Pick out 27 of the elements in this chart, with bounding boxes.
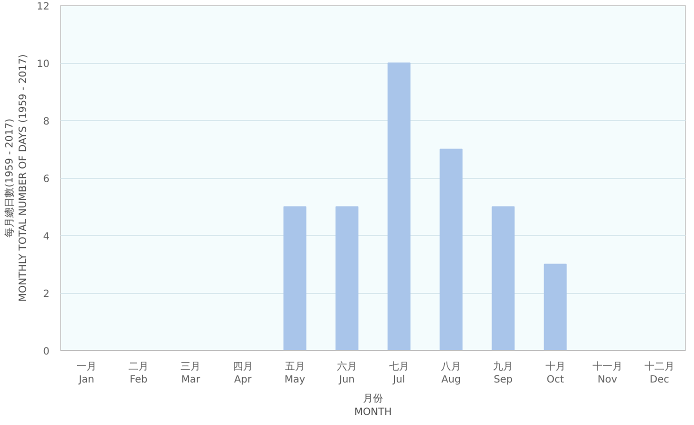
y-tick-label: 12 xyxy=(36,2,50,12)
x-tick-label: 三月 Mar xyxy=(180,362,202,386)
bar xyxy=(283,206,306,350)
bar xyxy=(440,148,463,350)
bar xyxy=(492,206,515,350)
x-tick-label: 四月 Apr xyxy=(232,362,253,386)
x-tick-label: 十一月 Nov xyxy=(592,360,622,386)
x-tick-label: 六月 Jun xyxy=(336,360,357,386)
x-axis-title: 月份 MONTH xyxy=(354,394,392,418)
x-tick-label: 九月 Sep xyxy=(493,360,514,386)
x-tick-label: 十月 Oct xyxy=(545,360,566,386)
x-tick-label: 五月 May xyxy=(284,362,306,386)
x-tick-label: 二月 Feb xyxy=(128,362,149,386)
y-tick-label: 6 xyxy=(43,174,50,185)
x-tick-label: 八月 Aug xyxy=(441,362,462,386)
x-tick-label: 七月 Jul xyxy=(389,360,410,386)
x-tick-label: 一月 Jan xyxy=(76,362,97,386)
y-tick-label: 2 xyxy=(43,289,50,300)
bar xyxy=(388,62,410,350)
y-tick-label: 0 xyxy=(43,346,50,358)
bar xyxy=(544,264,567,350)
y-axis-title: 每月總日數(1959 - 2017) MONTHLY TOTAL NUMBER OF DAYS (1959 - 2017) xyxy=(4,54,29,302)
bar xyxy=(336,206,358,350)
x-tick-label: 十二月 Dec xyxy=(644,360,674,386)
y-tick-label: 10 xyxy=(36,59,50,70)
y-tick-label: 4 xyxy=(43,232,50,242)
y-tick-label: 8 xyxy=(43,116,50,128)
